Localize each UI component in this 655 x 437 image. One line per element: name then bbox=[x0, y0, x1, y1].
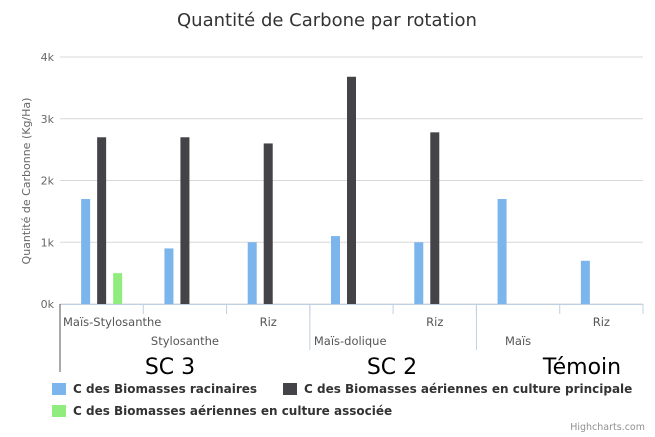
bar[interactable] bbox=[81, 199, 91, 304]
bar[interactable] bbox=[497, 199, 507, 304]
y-tick-label: 0k bbox=[41, 298, 55, 311]
legend-swatch[interactable] bbox=[283, 383, 297, 395]
y-axis-label: Quantité de Carbonne (Kg/Ha) bbox=[20, 98, 33, 265]
category-label: Maïs-Stylosanthe bbox=[63, 315, 161, 329]
y-tick-label: 1k bbox=[41, 236, 55, 249]
category-label: Maïs bbox=[505, 334, 531, 348]
group-labels: SC 3 SC 2 Témoin bbox=[145, 355, 621, 380]
bar[interactable] bbox=[263, 143, 273, 304]
group-label: SC 2 bbox=[367, 355, 417, 380]
bar[interactable] bbox=[247, 242, 257, 304]
bars bbox=[81, 76, 590, 304]
bar[interactable] bbox=[430, 132, 440, 304]
legend-swatch[interactable] bbox=[52, 383, 66, 395]
legend-item-label[interactable]: C des Biomasses aériennes en culture pri… bbox=[304, 382, 632, 396]
legend-item-label[interactable]: C des Biomasses racinaires bbox=[73, 382, 257, 396]
chart-title: Quantité de Carbone par rotation bbox=[177, 10, 477, 31]
y-tick-label: 3k bbox=[41, 113, 55, 126]
bar[interactable] bbox=[113, 273, 123, 304]
legend-item-label[interactable]: C des Biomasses aériennes en culture ass… bbox=[73, 404, 392, 418]
bar[interactable] bbox=[331, 236, 340, 304]
category-label: Riz bbox=[593, 315, 610, 329]
group-label: Témoin bbox=[542, 355, 621, 380]
category-labels: Maïs-Stylosanthe Stylosanthe Riz Maïs-doliq… bbox=[63, 315, 610, 348]
group-label: SC 3 bbox=[145, 355, 195, 380]
category-label: Riz bbox=[426, 315, 443, 329]
y-tick-label: 4k bbox=[41, 51, 55, 64]
category-label: Maïs-dolique bbox=[314, 334, 387, 348]
bar[interactable] bbox=[347, 76, 356, 304]
y-axis-ticks: 0k 1k 2k 3k 4k bbox=[41, 51, 55, 311]
category-label: Stylosanthe bbox=[151, 334, 219, 348]
credits-link[interactable]: Highcharts.com bbox=[570, 422, 645, 433]
bar[interactable] bbox=[180, 137, 190, 304]
legend-swatch[interactable] bbox=[52, 405, 66, 417]
bar[interactable] bbox=[414, 242, 424, 304]
legend[interactable]: C des Biomasses racinaires C des Biomasse… bbox=[52, 382, 632, 418]
bar[interactable] bbox=[97, 137, 107, 304]
y-tick-label: 2k bbox=[41, 175, 55, 188]
category-label: Riz bbox=[260, 315, 277, 329]
bar[interactable] bbox=[164, 248, 174, 304]
x-axis bbox=[59, 304, 644, 372]
bar[interactable] bbox=[580, 260, 590, 304]
